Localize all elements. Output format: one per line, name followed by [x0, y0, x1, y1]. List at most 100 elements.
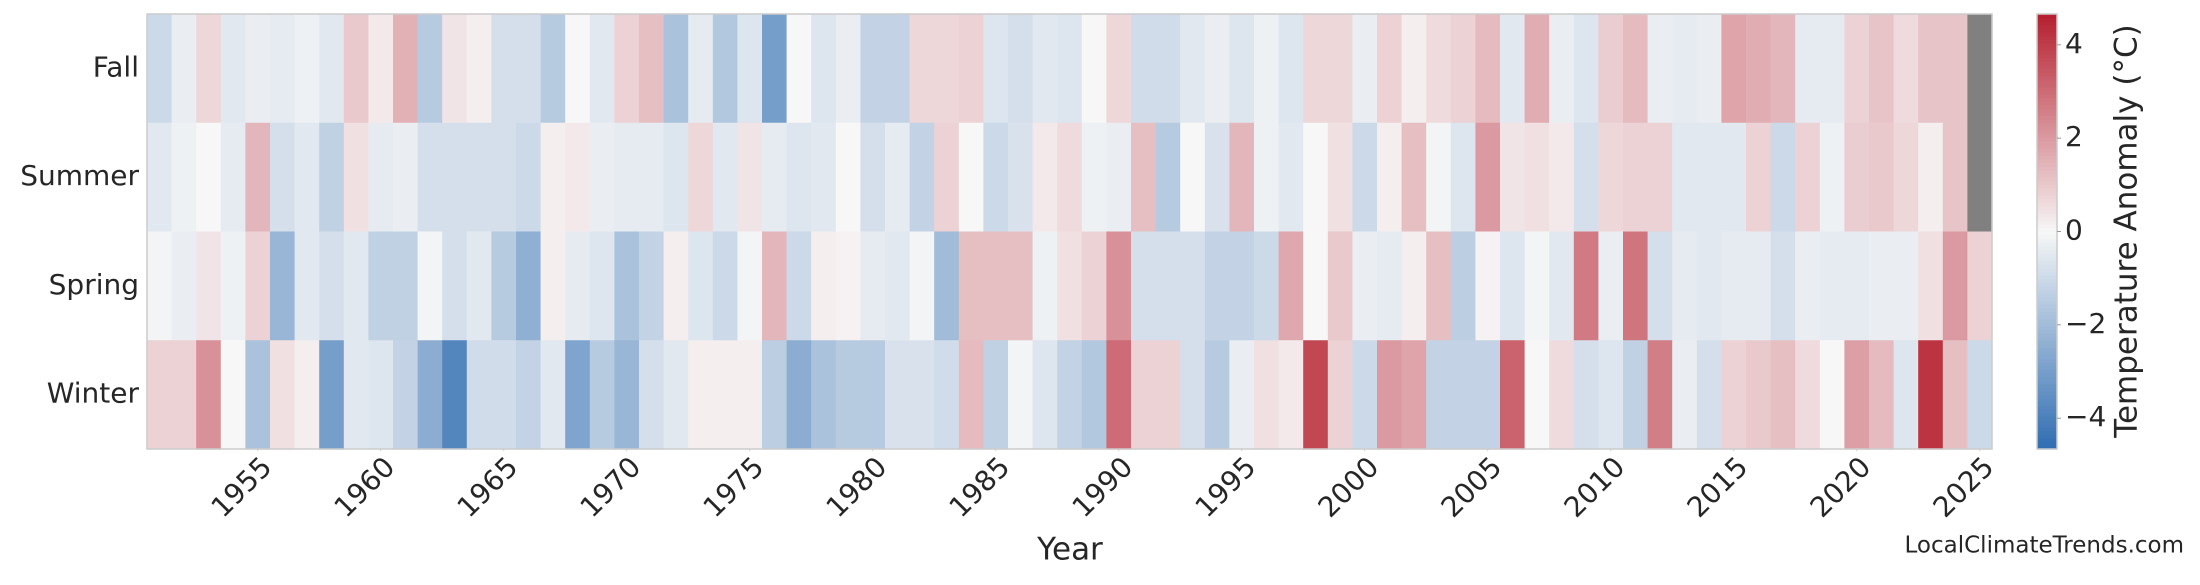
heatmap-cell [516, 340, 542, 450]
heatmap-cell [1032, 122, 1058, 233]
heatmap-cell [860, 231, 886, 341]
heatmap-cell [220, 14, 246, 124]
colorbar-slice [2037, 17, 2057, 22]
heatmap-cell [1352, 231, 1378, 341]
heatmap-cell [1623, 231, 1649, 341]
heatmap-cell [1131, 14, 1157, 124]
heatmap-cell [1918, 14, 1944, 124]
heatmap-cell [1081, 122, 1107, 233]
heatmap-cell [1106, 14, 1132, 124]
x-tick-label: 1990 [1066, 450, 1140, 524]
colorbar-slice [2037, 387, 2057, 392]
colorbar-slice [2037, 304, 2057, 309]
heatmap-cell [1426, 14, 1452, 124]
colorbar-slice [2037, 115, 2057, 120]
x-tick-label: 1960 [328, 450, 402, 524]
colorbar-slice [2037, 195, 2057, 200]
heatmap-cell [1032, 340, 1058, 450]
heatmap-cell [983, 340, 1009, 450]
colorbar-slice [2037, 253, 2057, 258]
colorbar-slice [2037, 391, 2057, 396]
heatmap-cell [835, 340, 861, 450]
heatmap-cell [1500, 231, 1526, 341]
heatmap-cell [1795, 122, 1821, 233]
colorbar-slice [2037, 300, 2057, 305]
heatmap-cell [343, 231, 369, 341]
heatmap-cell [540, 14, 566, 124]
colorbar-slice [2037, 206, 2057, 211]
colorbar-slice [2037, 376, 2057, 381]
colorbar-slice [2037, 423, 2057, 428]
colorbar-slice [2037, 173, 2057, 178]
heatmap-cell [1155, 340, 1181, 450]
heatmap-cell [737, 122, 763, 233]
colorbar-slice [2037, 380, 2057, 385]
heatmap-cell [540, 340, 566, 450]
heatmap-cell [1401, 122, 1427, 233]
heatmap-cell [909, 14, 935, 124]
heatmap-cell [762, 14, 788, 124]
heatmap-cell [1204, 340, 1230, 450]
heatmap-cell [958, 122, 984, 233]
heatmap-cell [466, 14, 492, 124]
colorbar-slice [2037, 90, 2057, 95]
heatmap-cell [688, 340, 714, 450]
heatmap-cell [688, 122, 714, 233]
colorbar-slice [2037, 416, 2057, 421]
colorbar-slice [2037, 372, 2057, 378]
heatmap-cell [1327, 14, 1353, 124]
colorbar-tick-label: −2 [2065, 307, 2106, 340]
heatmap-cell [1893, 340, 1919, 450]
heatmap-cell [1450, 14, 1476, 124]
heatmap-cell [270, 231, 296, 341]
colorbar-slice [2037, 311, 2057, 316]
heatmap-cell [1549, 340, 1575, 450]
heatmap-cell [1746, 122, 1772, 233]
colorbar-slice [2037, 336, 2057, 341]
colorbar-slice [2037, 340, 2057, 345]
heatmap-cell [466, 340, 492, 450]
heatmap-cell [1303, 231, 1329, 341]
heatmap-cell [147, 14, 173, 124]
colorbar-slice [2037, 329, 2057, 334]
heatmap-cell [1647, 231, 1673, 341]
heatmap-cell [835, 122, 861, 233]
colorbar-slice [2037, 177, 2057, 182]
heatmap-cell [786, 340, 812, 450]
colorbar-slice [2037, 354, 2057, 359]
colorbar-slice [2037, 162, 2057, 167]
colorbar-slice [2037, 267, 2057, 272]
heatmap-cell [1057, 231, 1083, 341]
heatmap-cell [1942, 14, 1968, 124]
heatmap-cell [1475, 122, 1501, 233]
heatmap-cell [737, 14, 763, 124]
heatmap-cell [811, 14, 837, 124]
heatmap-cell [1721, 14, 1747, 124]
heatmap-cell [1549, 231, 1575, 341]
heatmap-cell [811, 122, 837, 233]
heatmap-cell [1746, 231, 1772, 341]
heatmap-cell [1721, 340, 1747, 450]
colorbar-slice [2037, 155, 2057, 160]
heatmap-cell [1180, 340, 1206, 450]
heatmap-cell [1573, 14, 1599, 124]
heatmap-cell [1942, 340, 1968, 450]
colorbar-slice [2037, 398, 2057, 403]
heatmap-cell [1524, 14, 1550, 124]
colorbar-slice [2037, 264, 2057, 269]
heatmap-cell [885, 340, 911, 450]
colorbar-slice [2037, 86, 2057, 91]
heatmap-cell [466, 122, 492, 233]
colorbar-slice [2037, 122, 2057, 127]
colorbar-slice [2037, 238, 2057, 243]
heatmap-cell [1081, 14, 1107, 124]
x-tick-label: 1970 [574, 450, 648, 524]
heatmap-cell [196, 231, 222, 341]
heatmap-cell [294, 14, 320, 124]
heatmap-cell [786, 122, 812, 233]
heatmap-cell [1254, 340, 1280, 450]
heatmap-cell [1180, 231, 1206, 341]
heatmap-cell [1524, 231, 1550, 341]
heatmap-cell [466, 231, 492, 341]
heatmap-cell [1770, 122, 1796, 233]
